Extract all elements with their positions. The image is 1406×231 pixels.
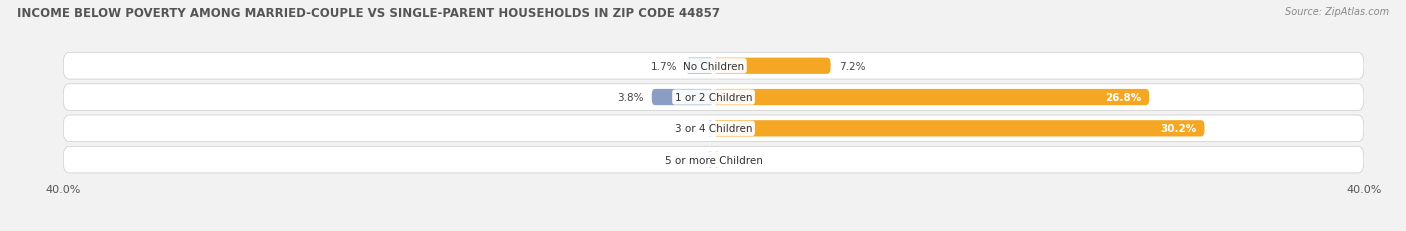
FancyBboxPatch shape <box>713 89 1149 106</box>
FancyBboxPatch shape <box>713 152 720 168</box>
Text: 5 or more Children: 5 or more Children <box>665 155 762 165</box>
Text: 3 or 4 Children: 3 or 4 Children <box>675 124 752 134</box>
FancyBboxPatch shape <box>63 84 1364 111</box>
Text: 0.0%: 0.0% <box>728 155 755 165</box>
Text: 3.8%: 3.8% <box>617 93 644 103</box>
Text: 0.0%: 0.0% <box>672 155 699 165</box>
Text: No Children: No Children <box>683 61 744 71</box>
FancyBboxPatch shape <box>713 121 1205 137</box>
Text: 1.7%: 1.7% <box>651 61 678 71</box>
FancyBboxPatch shape <box>63 147 1364 173</box>
Text: 30.2%: 30.2% <box>1160 124 1197 134</box>
Text: 7.2%: 7.2% <box>839 61 865 71</box>
FancyBboxPatch shape <box>652 89 713 106</box>
FancyBboxPatch shape <box>713 58 831 75</box>
FancyBboxPatch shape <box>63 116 1364 142</box>
Text: 26.8%: 26.8% <box>1105 93 1142 103</box>
Text: 0.0%: 0.0% <box>672 124 699 134</box>
FancyBboxPatch shape <box>686 58 713 75</box>
Text: 1 or 2 Children: 1 or 2 Children <box>675 93 752 103</box>
FancyBboxPatch shape <box>63 53 1364 80</box>
FancyBboxPatch shape <box>707 121 713 137</box>
Text: Source: ZipAtlas.com: Source: ZipAtlas.com <box>1285 7 1389 17</box>
Text: INCOME BELOW POVERTY AMONG MARRIED-COUPLE VS SINGLE-PARENT HOUSEHOLDS IN ZIP COD: INCOME BELOW POVERTY AMONG MARRIED-COUPL… <box>17 7 720 20</box>
FancyBboxPatch shape <box>707 152 713 168</box>
